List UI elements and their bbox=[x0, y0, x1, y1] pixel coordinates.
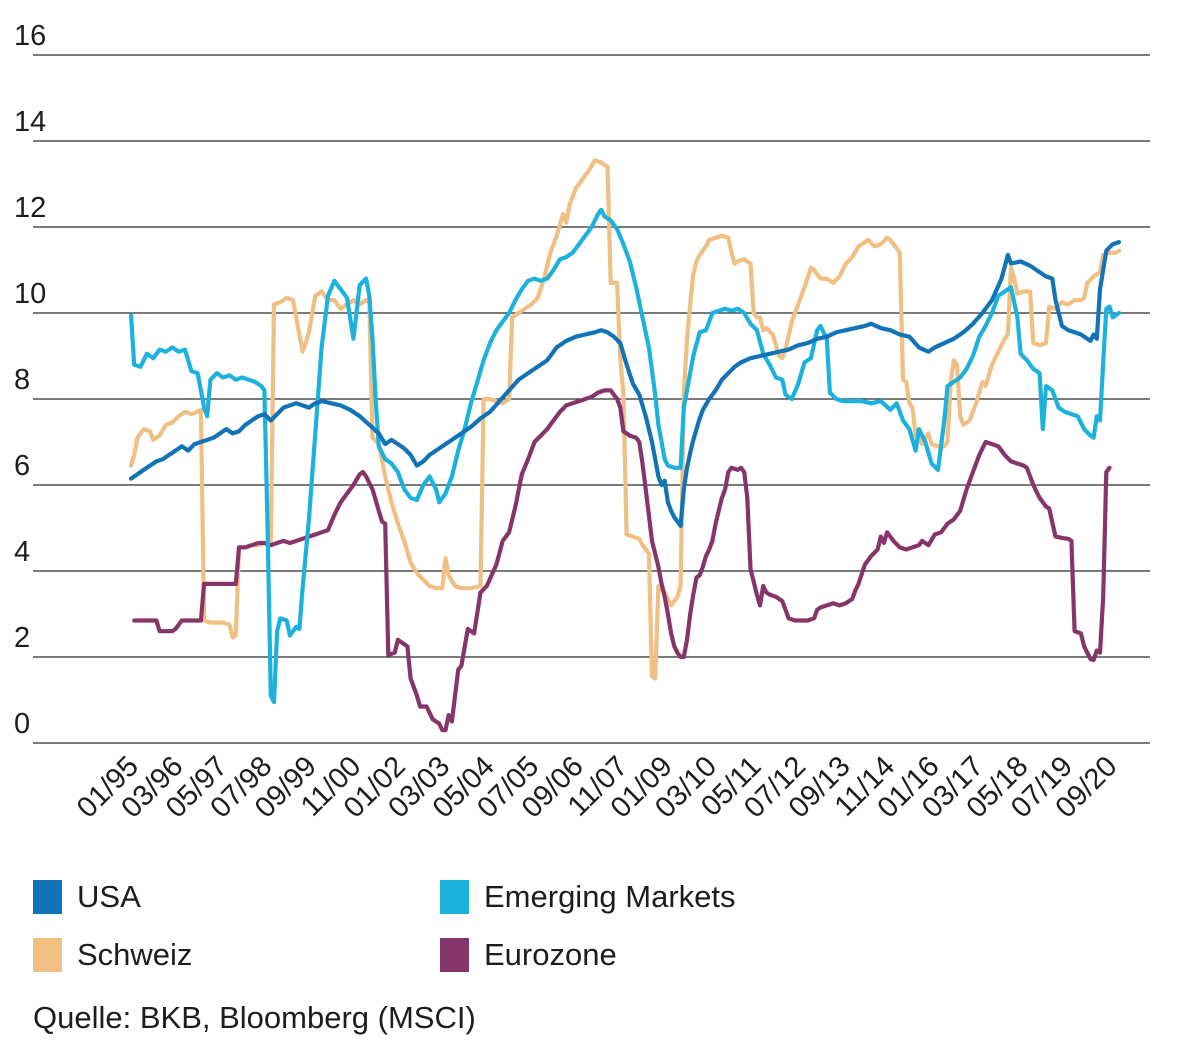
y-axis-tick-label: 16 bbox=[14, 20, 46, 52]
source-attribution: Quelle: BKB, Bloomberg (MSCI) bbox=[33, 1000, 476, 1035]
series-line-emerging-markets bbox=[128, 207, 1122, 705]
series-line-usa bbox=[128, 240, 1122, 529]
legend-item-schweiz: Schweiz bbox=[33, 937, 192, 973]
y-axis-tick-label: 12 bbox=[14, 192, 46, 224]
y-axis-tick-label: 6 bbox=[14, 450, 30, 482]
line-chart-canvas: 024681012141601/9503/9605/9707/9809/9911… bbox=[14, 20, 1150, 824]
legend-swatch-schweiz bbox=[33, 938, 62, 972]
legend-item-emerging-markets: Emerging Markets bbox=[440, 879, 736, 915]
y-axis-tick-label: 8 bbox=[14, 364, 30, 396]
y-axis-tick-label: 0 bbox=[14, 708, 30, 740]
series-line-eurozone bbox=[132, 388, 1112, 733]
legend-label-usa: USA bbox=[77, 879, 141, 914]
legend-label-emerging-markets: Emerging Markets bbox=[484, 879, 736, 914]
legend-label-eurozone: Eurozone bbox=[484, 937, 617, 972]
legend-swatch-eurozone bbox=[440, 938, 469, 972]
legend-label-schweiz: Schweiz bbox=[77, 937, 193, 972]
legend-swatch-emerging-markets bbox=[440, 880, 469, 914]
y-axis-tick-label: 4 bbox=[14, 536, 30, 568]
y-axis-tick-label: 10 bbox=[14, 278, 46, 310]
legend-item-usa: USA bbox=[33, 879, 141, 915]
series-line-schweiz bbox=[128, 158, 1122, 681]
legend-swatch-usa bbox=[33, 880, 62, 914]
y-axis-tick-label: 2 bbox=[14, 622, 30, 654]
y-axis-tick-label: 14 bbox=[14, 106, 46, 138]
legend-item-eurozone: Eurozone bbox=[440, 937, 617, 973]
